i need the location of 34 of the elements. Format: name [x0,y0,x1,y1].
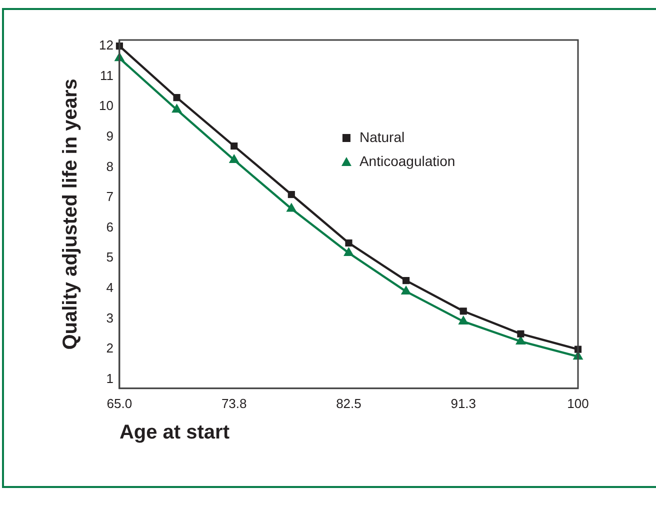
point [288,190,295,198]
y-tick-label: 12 [98,38,114,53]
y-axis-title: Quality adjusted life in years [60,78,82,350]
y-tick-label: 9 [106,128,114,144]
legend-label: Natural [359,128,405,145]
point [228,154,240,163]
x-tick-label: 65.0 [106,396,132,411]
x-tick-label: 91.3 [450,396,476,411]
point [345,239,352,247]
point [173,94,180,102]
y-tick-label: 8 [106,158,114,174]
x-axis-title: Age at start [119,422,230,444]
legend-label: Anticoagulation [359,152,456,169]
y-tick-label: 4 [106,280,114,295]
y-tick-label: 6 [106,219,114,234]
x-tick-label: 73.8 [221,396,247,411]
point [458,315,469,324]
point [344,246,354,256]
point [172,104,182,113]
y-tick-label: 3 [106,310,114,326]
y-tick-label: 5 [106,250,114,265]
y-tick-label: 11 [100,68,114,83]
point [286,202,297,212]
y-tick-label: 10 [98,98,114,114]
point [402,277,410,284]
point [230,142,238,150]
y-tick-label: 2 [106,340,114,356]
x-tick-label: 100 [567,396,589,411]
y-tick-label: 7 [106,189,114,204]
point [460,308,467,315]
point [400,285,412,294]
point [517,330,524,338]
y-tick-label: 1 [106,370,114,386]
x-tick-label: 82.5 [336,396,362,411]
